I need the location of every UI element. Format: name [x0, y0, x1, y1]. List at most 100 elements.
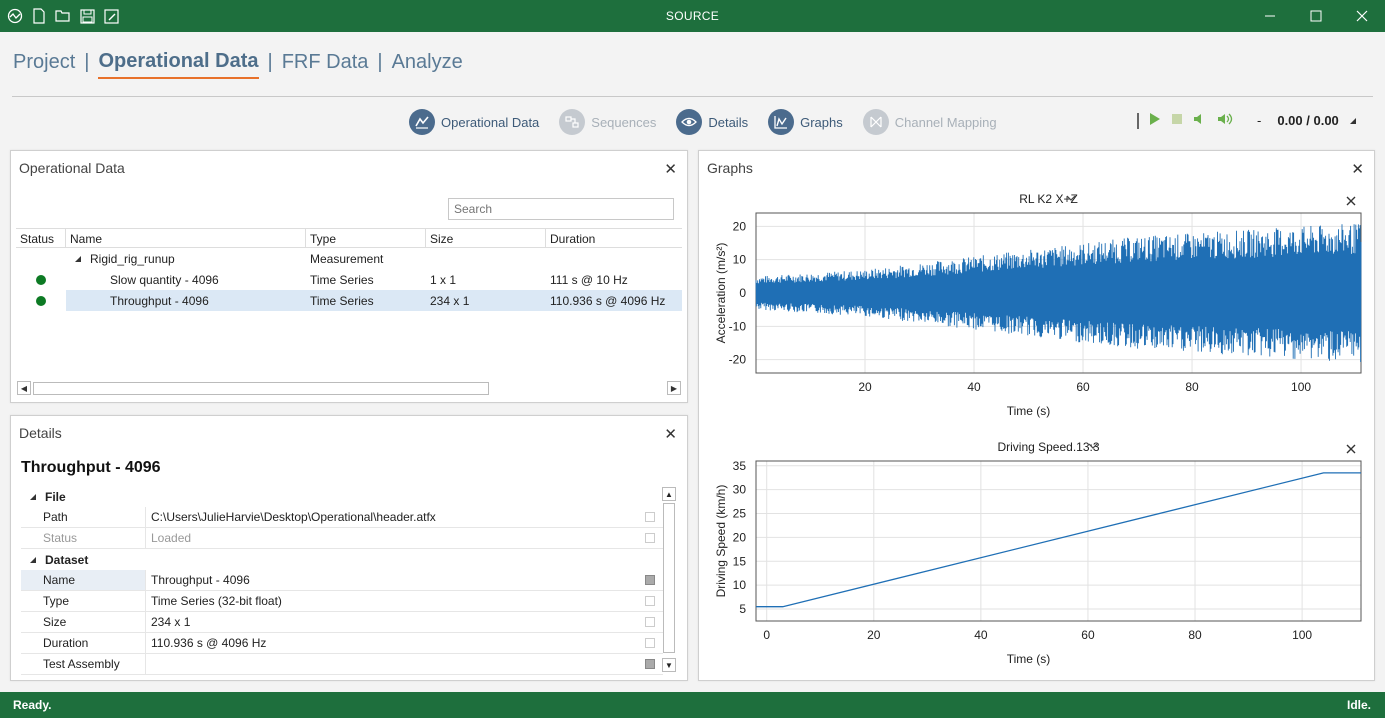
sequences-label: Sequences	[591, 114, 657, 130]
property-row[interactable]: Status Loaded	[21, 528, 663, 549]
property-row[interactable]: Name Throughput - 4096	[21, 570, 663, 591]
table-row-selected[interactable]: Throughput - 4096 Time Series 234 x 1 11…	[16, 290, 682, 311]
scroll-thumb[interactable]	[663, 503, 675, 653]
vertical-scrollbar[interactable]: ▲ ▼	[662, 487, 676, 672]
operational-data-button[interactable]: Operational Data	[409, 109, 539, 135]
property-row[interactable]: Path C:\Users\JulieHarvie\Desktop\Operat…	[21, 507, 663, 528]
status-text: Ready.	[13, 698, 52, 712]
property-option-icon[interactable]	[645, 596, 655, 606]
plot-frame	[755, 460, 1362, 622]
panel-title: Details	[19, 425, 62, 441]
column-header-type[interactable]: Type	[306, 229, 426, 247]
stop-icon[interactable]	[1171, 113, 1183, 128]
x-tick-label: 20	[867, 628, 881, 642]
tab-operational-data[interactable]: Operational Data	[98, 50, 259, 79]
property-option-icon[interactable]	[645, 575, 655, 585]
search-input[interactable]	[448, 198, 674, 220]
x-tick-label: 60	[1076, 380, 1090, 394]
scroll-up-icon[interactable]: ▲	[662, 487, 676, 501]
play-icon[interactable]	[1149, 112, 1161, 129]
chart-2: Driving Speed.13:3 0 20 40 60 80 100 5 10 15 20 25 3…	[714, 440, 1362, 666]
maximize-icon[interactable]	[1293, 0, 1339, 32]
scroll-left-icon[interactable]: ◀	[17, 381, 31, 395]
details-button[interactable]: Details	[676, 109, 748, 135]
table-row-group[interactable]: Rigid_rig_runup Measurement	[16, 248, 682, 269]
details-label: Details	[708, 114, 749, 130]
expand-triangle-icon[interactable]	[74, 252, 82, 266]
channel-mapping-button[interactable]: Channel Mapping	[862, 109, 997, 135]
overflow-chevron-icon[interactable]	[1349, 113, 1357, 128]
x-tick-label: 100	[1292, 628, 1312, 642]
y-tick-label: 15	[733, 554, 747, 568]
close-window-icon[interactable]	[1339, 0, 1385, 32]
minimize-icon[interactable]	[1247, 0, 1293, 32]
graph-icon	[768, 109, 795, 135]
volume-high-icon[interactable]	[1217, 112, 1235, 129]
section-dataset[interactable]: Dataset	[21, 549, 663, 570]
graphs-label: Graphs	[800, 114, 843, 130]
app-title: SOURCE	[665, 9, 720, 23]
y-tick-label: 10	[733, 578, 747, 592]
close-icon[interactable]: ✕	[664, 426, 677, 443]
x-tick-label: 40	[967, 380, 981, 394]
collapse-triangle-icon[interactable]	[29, 490, 37, 504]
tab-separator: |	[377, 51, 383, 73]
close-icon[interactable]: ✕	[664, 161, 677, 178]
property-row[interactable]: Size 234 x 1	[21, 612, 663, 633]
property-row[interactable]: Duration 110.936 s @ 4096 Hz	[21, 633, 663, 654]
y-tick-label: 5	[739, 602, 746, 616]
table-row[interactable]: Slow quantity - 4096 Time Series 1 x 1 1…	[16, 269, 682, 290]
column-header-size[interactable]: Size	[426, 229, 546, 247]
section-file[interactable]: File	[21, 486, 663, 507]
main-tabs: Project | Operational Data | FRF Data | …	[13, 50, 463, 79]
property-option-icon[interactable]	[645, 512, 655, 522]
status-bar: Ready. Idle.	[0, 692, 1385, 718]
channel-mapping-label: Channel Mapping	[894, 114, 997, 130]
panel-title: Operational Data	[19, 160, 125, 176]
horizontal-scrollbar[interactable]: ◀ ▶	[17, 381, 681, 397]
property-option-icon[interactable]	[645, 638, 655, 648]
sequences-button[interactable]: Sequences	[559, 109, 656, 135]
y-tick-label: 0	[739, 286, 746, 300]
tab-separator: |	[84, 51, 90, 73]
tab-project[interactable]: Project	[13, 51, 76, 73]
close-icon[interactable]: ✕	[1351, 161, 1364, 178]
property-grid: File Path C:\Users\JulieHarvie\Desktop\O…	[21, 486, 663, 675]
app-logo-icon	[6, 7, 24, 25]
property-option-icon[interactable]	[645, 617, 655, 627]
operational-data-panel: Operational Data ✕ Status Name Type Size…	[10, 150, 688, 403]
property-option-icon[interactable]	[645, 659, 655, 669]
collapse-triangle-icon[interactable]	[29, 553, 37, 567]
graphs-panel: Graphs ✕ RL K2 X+Z 20 40 60 80 100 -20 -10 0 10 20…	[698, 150, 1375, 681]
view-toolbar: Operational Data Sequences Details Graph…	[409, 109, 997, 135]
property-row[interactable]: Test Assembly	[21, 654, 663, 675]
save-icon[interactable]	[78, 7, 96, 25]
title-bar: SOURCE	[0, 0, 1385, 32]
new-file-icon[interactable]	[30, 7, 48, 25]
volume-low-icon[interactable]	[1193, 112, 1207, 129]
x-tick-label: 0	[763, 628, 770, 642]
property-option-icon[interactable]	[645, 533, 655, 543]
grid-header: Status Name Type Size Duration	[16, 228, 682, 248]
graphs-button[interactable]: Graphs	[768, 109, 843, 135]
close-icon	[1346, 444, 1356, 454]
tab-frf-data[interactable]: FRF Data	[281, 51, 369, 73]
open-folder-icon[interactable]	[54, 7, 72, 25]
chevron-down-icon	[1066, 195, 1076, 201]
operational-data-label: Operational Data	[441, 114, 540, 130]
chevron-down-icon	[1088, 443, 1098, 449]
divider	[12, 96, 1373, 97]
column-header-status[interactable]: Status	[16, 229, 66, 247]
x-axis-label: Time (s)	[1007, 652, 1051, 666]
tab-analyze[interactable]: Analyze	[391, 51, 463, 73]
scroll-thumb[interactable]	[33, 382, 489, 395]
y-tick-label: -20	[729, 353, 747, 367]
column-header-duration[interactable]: Duration	[550, 232, 596, 246]
column-header-name[interactable]: Name	[66, 229, 306, 247]
x-tick-label: 20	[858, 380, 872, 394]
scroll-down-icon[interactable]: ▼	[662, 658, 676, 672]
series-line	[756, 472, 1361, 608]
property-row[interactable]: Type Time Series (32-bit float)	[21, 591, 663, 612]
scroll-right-icon[interactable]: ▶	[667, 381, 681, 395]
save-as-icon[interactable]	[102, 7, 120, 25]
